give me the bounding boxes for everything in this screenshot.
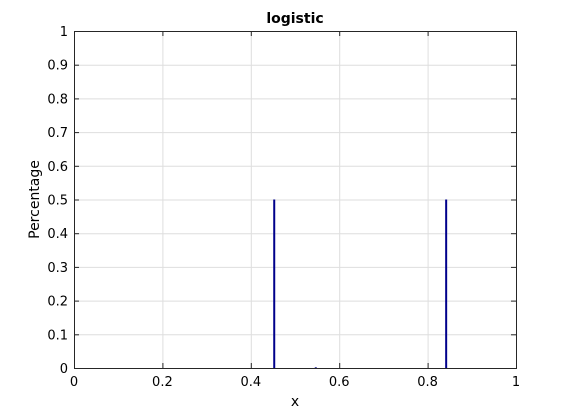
y-tick-label: 0.2 xyxy=(47,295,68,310)
bar xyxy=(314,367,317,369)
x-tick-label: 0.4 xyxy=(240,375,261,390)
y-tick-label: 0.4 xyxy=(47,227,68,242)
y-tick-label: 0.1 xyxy=(47,328,68,343)
y-tick-label: 0.3 xyxy=(47,261,68,276)
x-tick-label: 0 xyxy=(70,375,78,390)
bar xyxy=(445,199,448,368)
x-tick-label: 0.8 xyxy=(417,375,438,390)
y-tick-label: 0.8 xyxy=(47,92,68,107)
y-tick-label: 0.9 xyxy=(47,59,68,74)
y-axis-label: Percentage xyxy=(27,160,43,239)
y-tick-label: 0.5 xyxy=(47,194,68,209)
y-tick-label: 1 xyxy=(60,25,68,40)
chart-title: logistic xyxy=(266,11,323,27)
y-tick-label: 0.6 xyxy=(47,160,68,175)
y-tick-label: 0 xyxy=(60,362,68,377)
axis-ticks: 0 0.2 0.4 0.6 0.8 1 0 0.1 0.2 0.3 0.4 0.5 0.6 0.7 0.8 0… xyxy=(47,25,520,390)
x-axis-label: x xyxy=(291,394,299,410)
x-tick-label: 1 xyxy=(512,375,520,390)
bar xyxy=(273,199,276,368)
x-tick-label: 0.2 xyxy=(152,375,173,390)
x-tick-label: 0.6 xyxy=(329,375,350,390)
bar-series xyxy=(273,199,448,369)
y-tick-label: 0.7 xyxy=(47,126,68,141)
